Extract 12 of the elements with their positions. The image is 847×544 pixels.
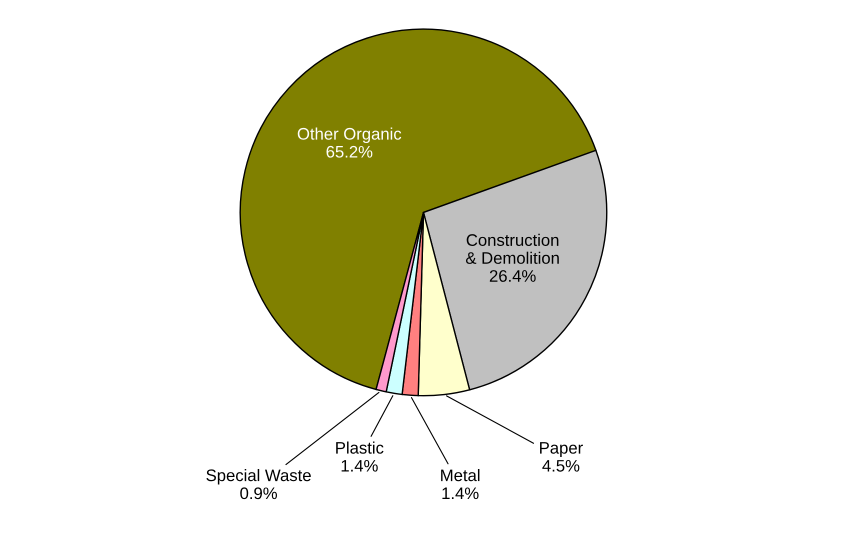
data-label: 0.9% [240,487,277,500]
slice-label: Plastic [336,442,384,454]
data-label: 1.4% [442,487,479,500]
slice-label: Other Organic [298,127,402,144]
data-label: 65.2% [326,146,372,158]
slice-label: Paper [540,442,583,458]
data-label: 1.4% [342,460,378,472]
data-label: 26.4% [490,270,536,282]
slice-label: Metal [441,468,480,482]
slice-label: Construction & Demolition [466,234,559,264]
slice-label: Special Waste [206,468,311,485]
data-label: 4.5% [542,460,580,472]
